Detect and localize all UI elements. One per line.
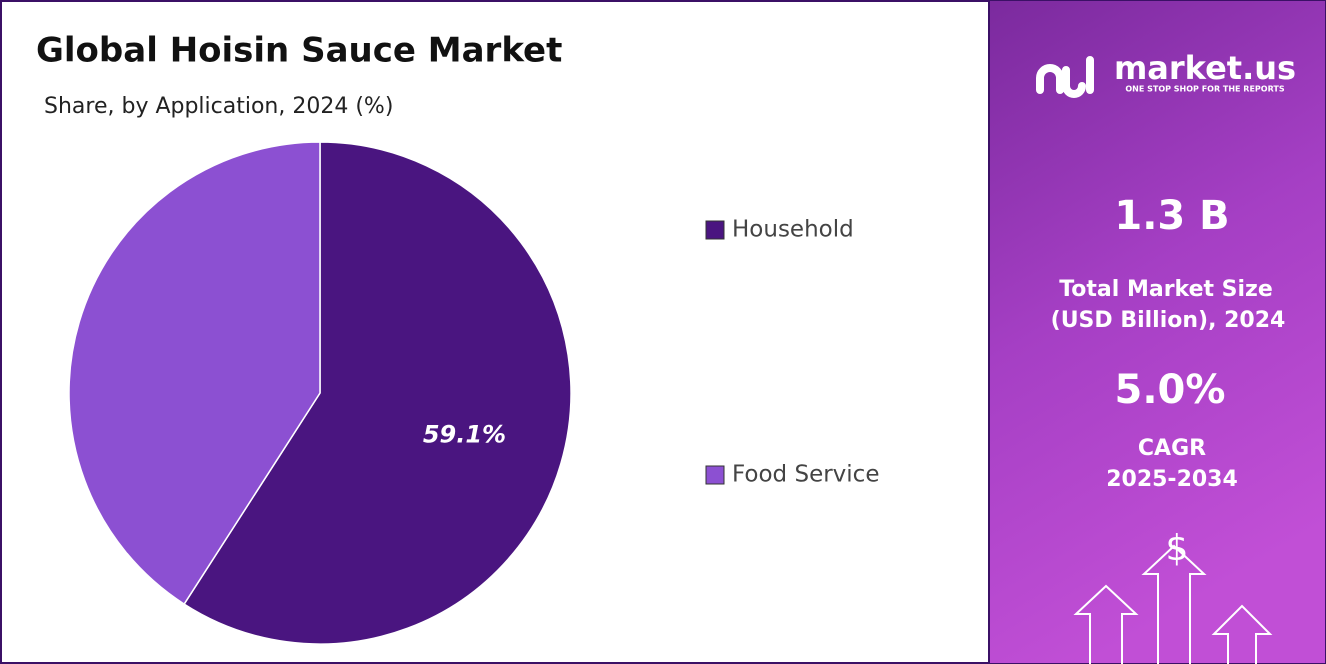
cagr-label: 2025-2034 [1106,467,1238,492]
logo-mark [1036,56,1094,98]
cagr-label: CAGR [1138,436,1206,461]
chart-title: Global Hoisin Sauce Market [36,31,562,71]
arrows [1073,544,1273,664]
value-label: 59.1% [423,420,506,448]
legend-swatch [705,465,725,485]
side-content: market.us ONE STOP SHOP FOR THE REPORTS … [1036,49,1296,664]
side-panel [990,1,1325,663]
market-size: 1.3 B [1114,193,1229,239]
market-size-label: (USD Billion), 2024 [1051,308,1286,333]
legend-swatch [705,220,725,240]
market-size-label: Total Market Size [1059,277,1273,302]
legend-label: Food Service [732,462,879,488]
legend-label: Household [732,217,854,243]
pie-slice [183,141,572,645]
logo: market.us [1114,49,1296,87]
chart-subtitle: Share, by Application, 2024 (%) [44,94,393,119]
cagr: 5.0% [1115,367,1226,413]
pie-slice [68,141,321,606]
tagline: ONE STOP SHOP FOR THE REPORTS [1125,85,1284,94]
